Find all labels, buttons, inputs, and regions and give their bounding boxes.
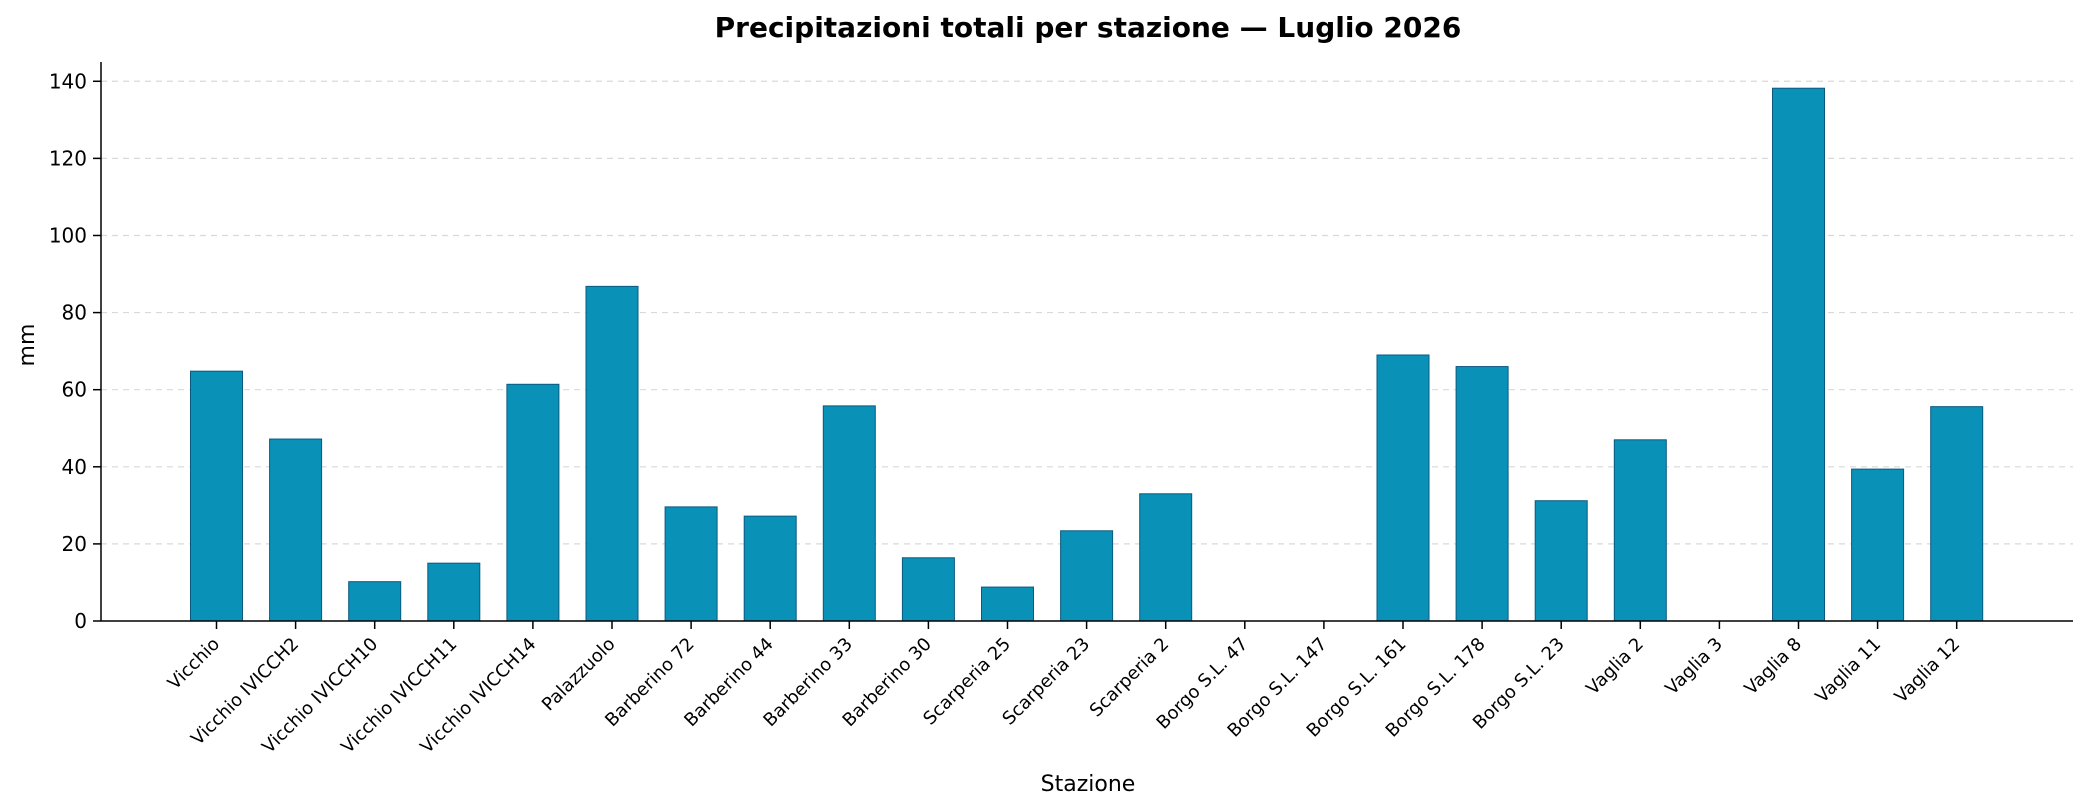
bar	[1455, 366, 1509, 622]
bar	[1851, 468, 1905, 622]
bar	[190, 370, 243, 622]
x-tick-label: Vaglia 8	[1741, 634, 1806, 699]
y-axis-label: mm	[15, 324, 40, 367]
x-tick-label: Vicchio	[164, 634, 224, 694]
bars-group	[190, 87, 1984, 622]
bar	[427, 562, 481, 622]
bar	[1060, 530, 1114, 622]
bar	[585, 285, 639, 622]
bar	[1534, 500, 1588, 622]
x-tick-label: Vaglia 3	[1661, 634, 1726, 699]
bar	[1772, 87, 1825, 622]
y-tick-label: 120	[49, 146, 87, 170]
x-tick-label: Vaglia 11	[1812, 634, 1886, 708]
y-axis: 0 20 40 60 80 100 120 140	[49, 62, 102, 633]
bar	[269, 438, 323, 622]
bar	[1930, 406, 1984, 622]
x-tick-label: Scarperia 2	[1086, 634, 1174, 722]
bar	[1613, 439, 1667, 622]
x-tick-label: Palazzuolo	[538, 634, 620, 716]
bar	[348, 581, 402, 622]
y-tick-label: 60	[62, 378, 87, 402]
bar	[506, 383, 560, 622]
bar	[822, 405, 876, 622]
bar	[1139, 493, 1193, 622]
bar	[901, 557, 955, 622]
y-tick-label: 0	[74, 609, 87, 633]
grid-lines	[101, 80, 2073, 545]
chart-title: Precipitazioni totali per stazione — Lug…	[715, 11, 1462, 44]
y-tick-label: 140	[49, 69, 87, 93]
bar	[664, 506, 718, 622]
bar	[981, 586, 1034, 622]
x-axis-label: Stazione	[1041, 772, 1136, 797]
bar	[1376, 354, 1430, 622]
y-tick-label: 100	[49, 223, 87, 247]
y-tick-label: 20	[62, 532, 87, 556]
x-tick-label: Vaglia 2	[1582, 634, 1647, 699]
x-tick-label: Vaglia 12	[1891, 634, 1965, 708]
y-tick-label: 40	[62, 455, 87, 479]
bar	[743, 515, 797, 622]
y-tick-label: 80	[62, 301, 87, 325]
